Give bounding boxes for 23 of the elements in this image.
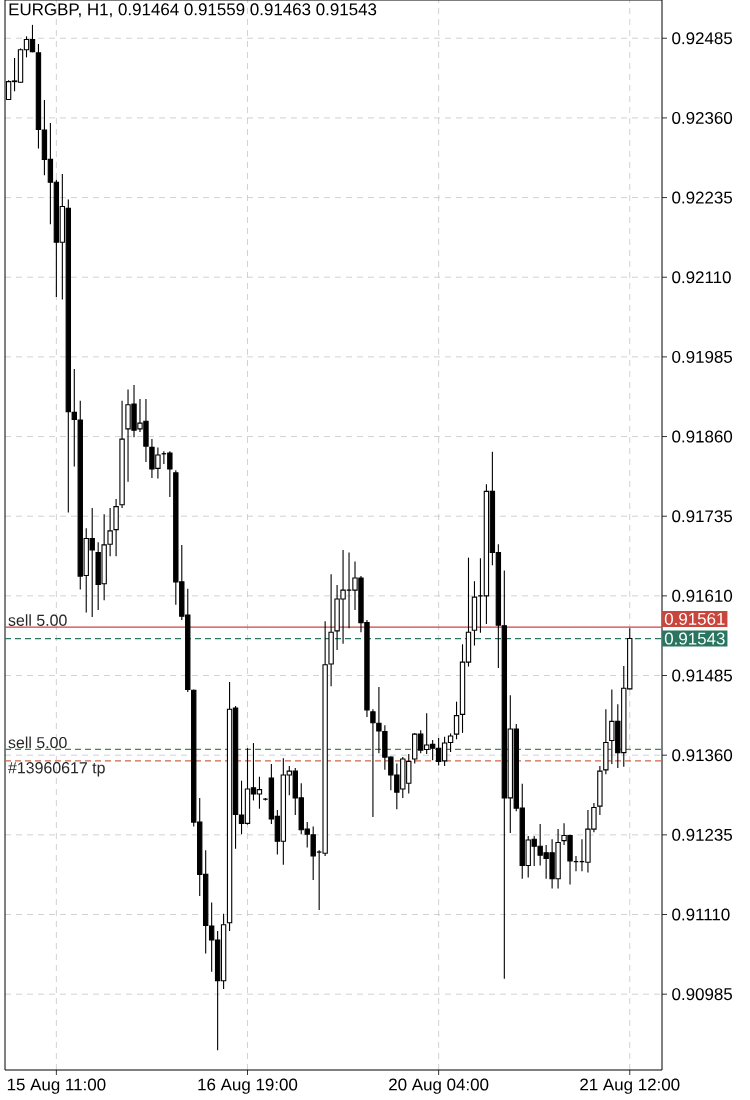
- x-tick-label: 20 Aug 04:00: [389, 1078, 489, 1094]
- ref-line-label: sell 5.00: [8, 736, 67, 749]
- ref-line-label: sell 5.00: [8, 614, 67, 626]
- ref-line-label: #13960617 tp: [8, 762, 105, 777]
- y-tick-label: 0.92485: [672, 32, 733, 45]
- y-tick-label: 0.91860: [672, 430, 733, 443]
- y-tick-label: 0.92110: [672, 271, 731, 284]
- x-tick-label: 15 Aug 11:00: [7, 1078, 106, 1094]
- y-tick-label: 0.91985: [672, 350, 733, 363]
- y-tick-label: 0.91735: [672, 510, 733, 523]
- x-tick-label: 16 Aug 19:00: [198, 1078, 298, 1094]
- y-tick-label: 0.91485: [672, 669, 733, 682]
- text: 0.91561: [664, 612, 725, 625]
- y-tick-label: 0.91360: [672, 749, 733, 762]
- y-tick-label: 0.91235: [672, 828, 733, 841]
- text: 0.91543: [664, 632, 725, 645]
- y-tick-label: 0.91110: [672, 908, 730, 921]
- chart-title: EURGBP, H1, 0.91464 0.91559 0.91463 0.91543: [9, 3, 377, 18]
- y-tick-label: 0.92360: [672, 111, 733, 124]
- y-tick-label: 0.92235: [672, 191, 733, 204]
- y-tick-label: 0.90985: [672, 988, 733, 1001]
- y-tick-label: 0.91610: [672, 589, 733, 602]
- x-tick-label: 21 Aug 12:00: [580, 1078, 680, 1094]
